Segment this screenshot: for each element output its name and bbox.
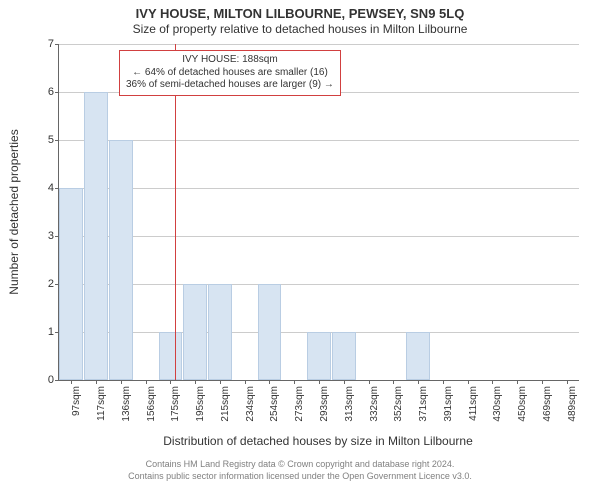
x-tick-mark xyxy=(146,380,147,384)
y-tick-label: 0 xyxy=(48,374,54,386)
bar xyxy=(307,332,331,380)
x-tick-mark xyxy=(269,380,270,384)
y-tick-label: 5 xyxy=(48,134,54,146)
x-tick-label: 136sqm xyxy=(121,386,132,422)
plot-area: 0123456797sqm117sqm136sqm156sqm175sqm195… xyxy=(58,44,579,381)
x-tick-label: 195sqm xyxy=(195,386,206,422)
x-tick-mark xyxy=(542,380,543,384)
chart-title-sub: Size of property relative to detached ho… xyxy=(0,21,600,36)
bar xyxy=(59,188,83,380)
y-tick-mark xyxy=(55,380,59,381)
gridline-h xyxy=(59,188,579,189)
bar xyxy=(258,284,282,380)
bar xyxy=(208,284,232,380)
gridline-h xyxy=(59,236,579,237)
footer-attribution: Contains HM Land Registry data © Crown c… xyxy=(0,459,600,482)
y-tick-mark xyxy=(55,44,59,45)
legend-line-1: IVY HOUSE: 188sqm xyxy=(126,54,334,67)
bar xyxy=(406,332,430,380)
y-tick-label: 7 xyxy=(48,38,54,50)
x-tick-mark xyxy=(245,380,246,384)
bar xyxy=(109,140,133,380)
x-tick-mark xyxy=(443,380,444,384)
x-tick-mark xyxy=(468,380,469,384)
x-tick-label: 469sqm xyxy=(542,386,553,422)
x-tick-label: 411sqm xyxy=(468,386,479,421)
y-tick-label: 3 xyxy=(48,230,54,242)
x-tick-label: 313sqm xyxy=(344,386,355,422)
legend-line-2: ← 64% of detached houses are smaller (16… xyxy=(126,67,334,80)
legend-box: IVY HOUSE: 188sqm← 64% of detached house… xyxy=(119,50,341,96)
x-tick-label: 215sqm xyxy=(220,386,231,422)
x-tick-label: 371sqm xyxy=(418,386,429,422)
x-tick-label: 117sqm xyxy=(96,386,107,421)
x-tick-label: 489sqm xyxy=(567,386,578,422)
x-tick-label: 97sqm xyxy=(71,386,82,416)
x-tick-mark xyxy=(71,380,72,384)
y-tick-mark xyxy=(55,332,59,333)
x-tick-mark xyxy=(121,380,122,384)
chart-title-main: IVY HOUSE, MILTON LILBOURNE, PEWSEY, SN9… xyxy=(0,0,600,21)
y-axis-title: Number of detached properties xyxy=(7,129,21,294)
gridline-h xyxy=(59,44,579,45)
x-tick-mark xyxy=(220,380,221,384)
y-tick-mark xyxy=(55,188,59,189)
gridline-h xyxy=(59,140,579,141)
y-tick-mark xyxy=(55,92,59,93)
x-tick-label: 273sqm xyxy=(294,386,305,422)
x-tick-mark xyxy=(195,380,196,384)
x-tick-label: 234sqm xyxy=(245,386,256,422)
x-tick-label: 156sqm xyxy=(146,386,157,422)
x-tick-mark xyxy=(492,380,493,384)
y-tick-label: 1 xyxy=(48,326,54,338)
x-tick-label: 332sqm xyxy=(369,386,380,422)
x-tick-mark xyxy=(418,380,419,384)
x-tick-label: 430sqm xyxy=(492,386,503,422)
x-tick-label: 293sqm xyxy=(319,386,330,422)
x-tick-mark xyxy=(170,380,171,384)
x-tick-mark xyxy=(567,380,568,384)
x-tick-mark xyxy=(344,380,345,384)
y-tick-mark xyxy=(55,140,59,141)
y-tick-label: 2 xyxy=(48,278,54,290)
x-tick-label: 391sqm xyxy=(443,386,454,422)
x-tick-mark xyxy=(294,380,295,384)
x-tick-mark xyxy=(319,380,320,384)
x-tick-label: 352sqm xyxy=(393,386,404,422)
x-tick-mark xyxy=(517,380,518,384)
legend-line-3: 36% of semi-detached houses are larger (… xyxy=(126,79,334,92)
x-tick-mark xyxy=(369,380,370,384)
x-tick-label: 175sqm xyxy=(170,386,181,422)
x-tick-mark xyxy=(96,380,97,384)
y-tick-label: 6 xyxy=(48,86,54,98)
x-tick-label: 254sqm xyxy=(269,386,280,422)
gridline-h xyxy=(59,284,579,285)
x-axis-title: Distribution of detached houses by size … xyxy=(58,434,578,448)
bar xyxy=(332,332,356,380)
y-tick-mark xyxy=(55,236,59,237)
y-tick-label: 4 xyxy=(48,182,54,194)
footer-line-2: Contains public sector information licen… xyxy=(0,471,600,483)
bar xyxy=(183,284,207,380)
bar xyxy=(84,92,108,380)
bar xyxy=(159,332,183,380)
footer-line-1: Contains HM Land Registry data © Crown c… xyxy=(0,459,600,471)
x-tick-label: 450sqm xyxy=(517,386,528,422)
x-tick-mark xyxy=(393,380,394,384)
y-tick-mark xyxy=(55,284,59,285)
